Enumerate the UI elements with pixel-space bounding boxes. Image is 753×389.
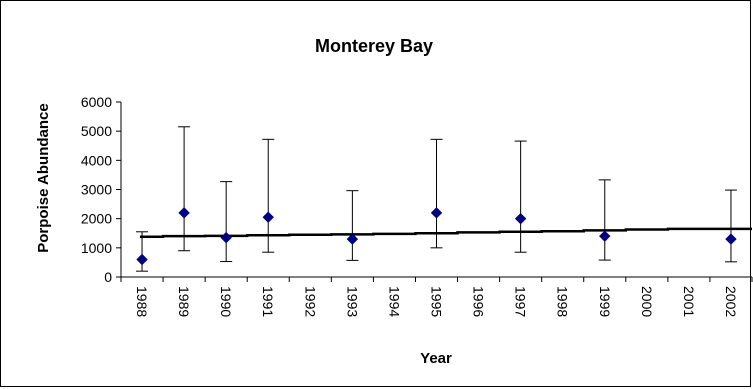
- trend-layer: [139, 227, 752, 238]
- y-tick-label: 3000: [81, 182, 112, 198]
- x-tick-label: 1989: [176, 286, 192, 317]
- x-tick-label: 1993: [344, 286, 360, 317]
- x-tick-label: 1991: [260, 286, 276, 317]
- x-tick-label: 1997: [513, 286, 529, 317]
- data-point: [599, 230, 611, 242]
- data-point: [220, 231, 232, 244]
- x-tick-label: 1998: [555, 286, 571, 317]
- x-tick-label: 1999: [597, 286, 613, 317]
- y-tick-label: 2000: [81, 211, 112, 227]
- data-point: [136, 253, 148, 266]
- x-tick-label: 2000: [639, 286, 655, 317]
- y-tick-label: 4000: [81, 152, 112, 168]
- x-tick-label: 1994: [386, 286, 402, 317]
- x-tick-label: 1996: [471, 286, 487, 317]
- y-tick-label: 6000: [81, 94, 112, 110]
- x-tick-label: 2001: [681, 286, 697, 317]
- y-axis-title: Porpoise Abundance: [35, 103, 52, 252]
- data-point: [178, 207, 190, 219]
- error-bars-layer: [136, 126, 737, 272]
- data-point: [430, 207, 443, 219]
- chart-title: Monterey Bay: [315, 36, 433, 56]
- data-point: [262, 211, 274, 223]
- x-tick-label: 2002: [723, 286, 739, 317]
- x-tick-label: 1988: [134, 286, 150, 317]
- x-tick-label: 1995: [429, 286, 445, 317]
- data-point: [346, 233, 359, 245]
- data-point: [514, 212, 527, 225]
- markers-layer: [136, 207, 737, 266]
- y-tick-label: 1000: [81, 240, 112, 256]
- axes-layer: 0 1000 2000 3000 4000 5000 6000 1988 1989 1990 199…: [81, 94, 753, 317]
- x-axis-title: Year: [420, 350, 452, 367]
- x-tick-label: 1990: [218, 286, 234, 317]
- data-point: [725, 233, 737, 245]
- x-tick-label: 1992: [302, 286, 318, 317]
- y-tick-label: 0: [104, 269, 112, 285]
- y-tick-label: 5000: [81, 123, 112, 139]
- trend-line: [139, 227, 752, 238]
